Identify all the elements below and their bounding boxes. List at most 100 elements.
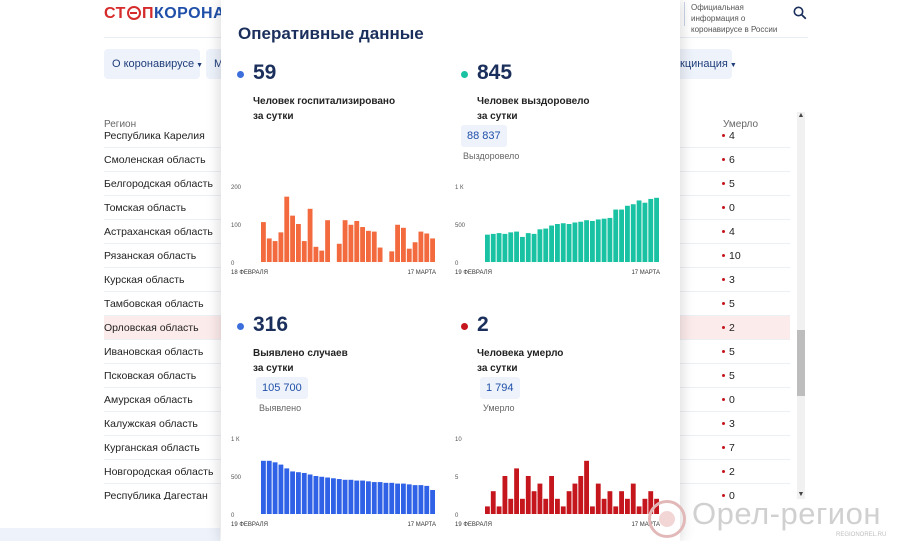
chart-bar	[371, 231, 377, 262]
watermark-text: Орел-регион	[692, 496, 881, 531]
chart-bar	[607, 217, 613, 262]
died-count: 10	[722, 250, 741, 262]
chart-bar	[555, 498, 560, 514]
nav-vaccination[interactable]: кцинация ▼	[672, 49, 737, 79]
region-name: Амурская область	[104, 394, 193, 406]
chart-bar	[278, 464, 284, 514]
table-row[interactable]: Республика Дагестан 0	[104, 484, 790, 500]
search-icon[interactable]	[793, 6, 807, 20]
region-name: Астраханская область	[104, 226, 213, 238]
chart-bar	[496, 506, 502, 514]
chart-recovered: 1 К 500 0 19 ФЕВРАЛЯ 17 МАРТА	[455, 180, 665, 280]
table-scrollbar[interactable]: ▲ ▼	[797, 112, 805, 499]
chart-bar	[642, 202, 648, 262]
chart-bar	[354, 220, 360, 262]
chart-bar	[630, 204, 636, 262]
stat-desc-line2: за сутки	[253, 111, 294, 122]
column-region[interactable]: Регион	[104, 119, 137, 130]
chart-bar	[549, 225, 554, 262]
chart-bar	[601, 498, 607, 514]
y-tick-label: 500	[231, 475, 242, 481]
chart-bar	[395, 224, 400, 262]
region-name: Ивановская область	[104, 346, 204, 358]
scroll-up-icon[interactable]: ▲	[797, 112, 805, 119]
chart-bar	[354, 480, 360, 514]
nav-about-coronavirus[interactable]: О коронавирусе ▼	[104, 49, 203, 79]
region-name: Калужская область	[104, 418, 198, 430]
operational-data-modal: Оперативные данные 59 Человек госпитализ…	[221, 0, 680, 541]
chart-bar	[490, 233, 496, 262]
region-name: Псковская область	[104, 370, 197, 382]
chart-bar	[584, 220, 589, 262]
died-count: 3	[722, 418, 735, 430]
nav-label: М	[214, 58, 224, 70]
chart-bar	[578, 476, 584, 514]
chart-bar	[560, 223, 566, 262]
chart-bar	[531, 233, 537, 262]
y-tick-label: 1 К	[231, 437, 240, 443]
stat-total-label: Умерло	[483, 403, 515, 413]
chart-bar	[555, 224, 560, 262]
chart-bar	[371, 482, 377, 514]
chart-bar	[272, 462, 278, 514]
chart-bar	[284, 468, 290, 514]
chevron-down-icon: ▼	[729, 62, 737, 69]
chart-bar	[595, 219, 601, 262]
chart-bar	[578, 221, 584, 262]
stat-hospitalized: 59 Человек госпитализировано за сутки	[237, 61, 437, 171]
chart-bar	[348, 479, 354, 514]
chart-bar	[625, 498, 630, 514]
chart-bar	[336, 243, 342, 262]
chart-detected: 1 К 500 0 19 ФЕВРАЛЯ 17 МАРТА	[231, 432, 441, 532]
died-count: 6	[722, 154, 735, 166]
chart-svg: 1 К 500 0 19 ФЕВРАЛЯ 17 МАРТА	[455, 185, 660, 276]
chart-bar	[377, 247, 383, 262]
chart-bar	[572, 222, 578, 262]
chart-bar	[284, 196, 290, 262]
chart-bar	[496, 233, 502, 262]
stat-desc-line1: Человек выздоровело	[477, 96, 590, 107]
chart-bar	[566, 224, 572, 262]
scrollbar-thumb[interactable]	[797, 330, 805, 396]
chart-bar	[418, 485, 424, 514]
chart-bar	[584, 460, 589, 514]
watermark-subtext: REGIONOREL.RU	[836, 532, 887, 538]
stat-total-label: Выздоровело	[463, 151, 520, 161]
region-name: Орловская область	[104, 322, 199, 334]
x-end-label: 17 МАРТА	[631, 522, 660, 528]
chart-bar	[325, 477, 330, 514]
chart-bar	[296, 472, 301, 514]
chart-bar	[636, 506, 642, 514]
chart-bar	[642, 498, 648, 514]
stat-number: 845	[477, 61, 513, 84]
chart-bar	[590, 506, 595, 514]
y-tick-label: 0	[231, 513, 235, 519]
chart-bar	[520, 236, 525, 262]
chart-bar	[331, 478, 336, 514]
scroll-down-icon[interactable]: ▼	[797, 491, 805, 498]
column-died[interactable]: Умерло	[723, 119, 759, 130]
chart-bar	[325, 220, 330, 262]
region-name: Республика Дагестан	[104, 490, 208, 500]
stat-description: Человек госпитализировано за сутки	[253, 94, 413, 124]
chart-bar	[313, 476, 319, 514]
region-name: Рязанская область	[104, 250, 197, 262]
teal-dot-icon	[461, 71, 468, 78]
chart-bar	[485, 506, 490, 514]
died-count: 0	[722, 394, 735, 406]
stat-description: Человека умерло за сутки	[477, 346, 637, 376]
chart-bar	[366, 481, 371, 514]
stat-detected: 316 Выявлено случаев за сутки 105 700 Выя…	[237, 313, 437, 423]
chart-bar	[290, 215, 295, 262]
chart-bar	[566, 491, 572, 514]
chart-bar	[619, 491, 624, 514]
died-count: 2	[722, 322, 735, 334]
chart-svg: 200 100 0 18 ФЕВРАЛЯ 17 МАРТА	[231, 185, 436, 276]
stat-recovered: 845 Человек выздоровело за сутки 88 837 В…	[461, 61, 661, 171]
stat-total: 88 837	[461, 125, 507, 147]
nav-label: О коронавирусе	[112, 58, 195, 70]
region-name: Новгородская область	[104, 466, 214, 478]
chart-bar	[560, 506, 566, 514]
official-info-text: Официальная информация о коронавирусе в …	[684, 2, 784, 34]
